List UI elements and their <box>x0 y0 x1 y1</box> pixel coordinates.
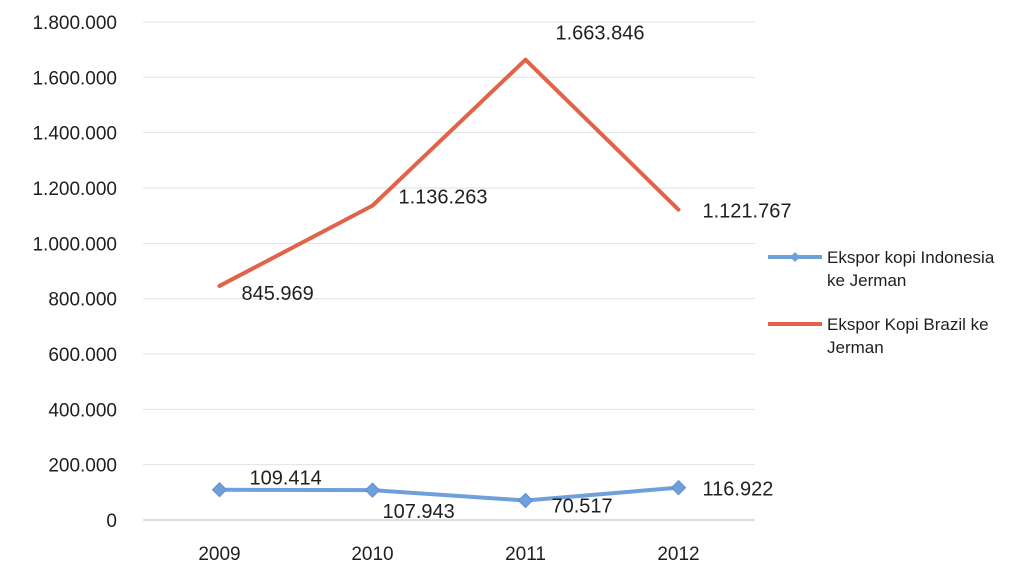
data-point-marker <box>670 479 687 496</box>
y-tick-label: 1.600.000 <box>32 68 117 89</box>
data-point-marker <box>211 482 228 498</box>
x-tick-label: 2009 <box>198 544 240 565</box>
legend-entry-text: Jerman <box>827 338 884 357</box>
x-tick-label: 2012 <box>657 544 699 565</box>
legend-marker <box>790 252 800 262</box>
y-axis: 0 200.000 400.000 600.000 800.000 1.000.000 1.… <box>32 13 117 532</box>
y-tick-label: 800.000 <box>48 290 117 311</box>
legend-entry-text: Ekspor kopi Indonesia <box>827 248 995 267</box>
data-label: 845.969 <box>242 283 314 305</box>
data-labels: 109.414 107.943 70.517 116.922 845.969 1.136.… <box>242 23 792 523</box>
gridlines <box>143 21 755 521</box>
data-point-marker <box>364 482 381 498</box>
x-tick-label: 2011 <box>505 544 546 565</box>
y-tick-label: 200.000 <box>48 456 117 477</box>
data-label: 109.414 <box>250 468 322 490</box>
series-line <box>217 57 681 288</box>
y-tick-label: 400.000 <box>48 400 117 421</box>
data-label: 116.922 <box>703 479 774 501</box>
data-point-marker <box>517 492 534 509</box>
y-tick-label: 1.800.000 <box>32 13 117 34</box>
y-tick-label: 1.400.000 <box>32 124 117 145</box>
data-label: 1.663.846 <box>556 23 645 45</box>
data-label: 70.517 <box>552 495 613 517</box>
y-tick-label: 0 <box>106 511 117 532</box>
data-label: 107.943 <box>383 501 455 523</box>
series-line <box>217 485 681 503</box>
x-tick-label: 2010 <box>351 544 393 565</box>
legend: Ekspor kopi Indonesia ke Jerman Ekspor Kop… <box>768 248 995 357</box>
y-tick-label: 600.000 <box>48 345 117 366</box>
data-label: 1.121.767 <box>703 201 792 223</box>
series-group <box>211 57 687 509</box>
legend-entry-text: Ekspor Kopi Brazil ke <box>827 315 989 334</box>
y-tick-label: 1.000.000 <box>32 234 117 255</box>
y-tick-label: 1.200.000 <box>32 179 117 200</box>
data-label: 1.136.263 <box>399 187 488 209</box>
legend-entry-text: ke Jerman <box>827 271 906 290</box>
x-axis: 2009 2010 2011 2012 <box>198 544 699 565</box>
